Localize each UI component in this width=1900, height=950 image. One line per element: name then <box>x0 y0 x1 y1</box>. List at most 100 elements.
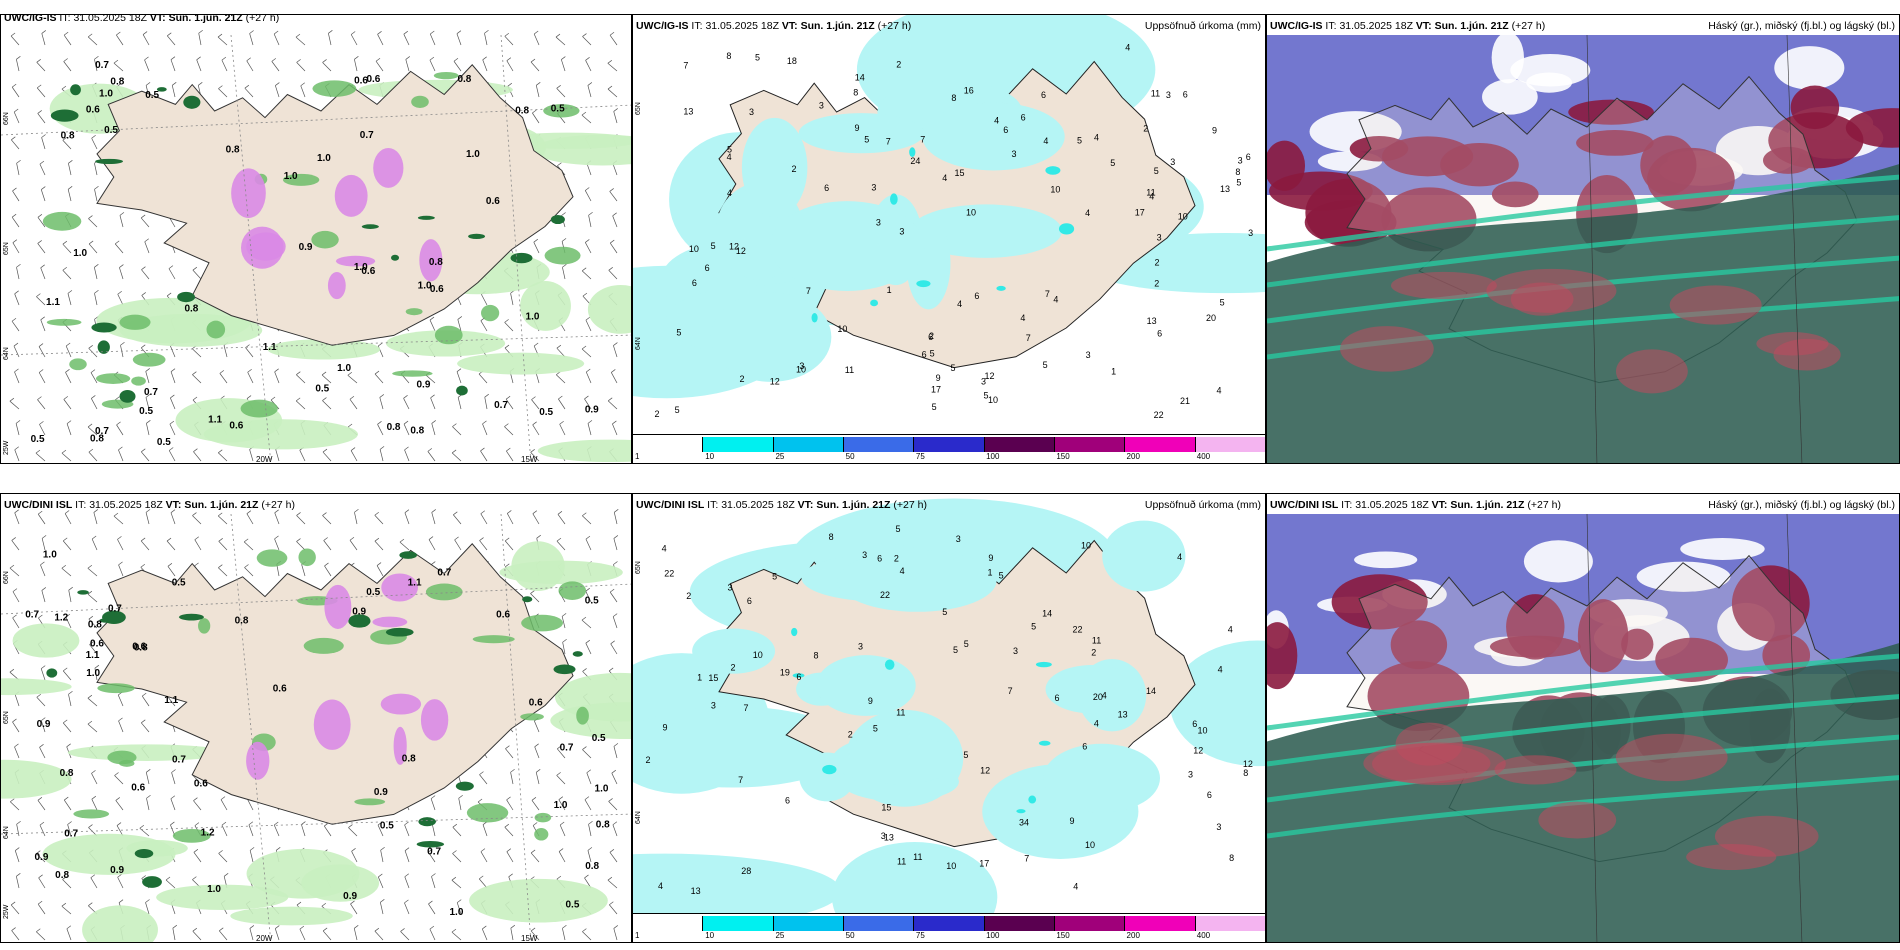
wind-barb <box>374 370 380 375</box>
wind-barb <box>354 512 358 525</box>
wind-barb <box>119 264 124 268</box>
precip-area-mid <box>282 173 320 186</box>
precip-value-label: 1.2 <box>54 612 68 623</box>
precip-area-mid <box>303 637 344 654</box>
wind-barb <box>62 136 68 141</box>
precip-value-label: 0.6 <box>131 783 145 794</box>
wind-barb <box>299 928 306 941</box>
accum-value-label: 5 <box>727 145 732 155</box>
snow-mix-area <box>419 239 443 282</box>
wind-barb <box>611 769 617 774</box>
wind-barb <box>588 824 592 837</box>
wind-barb <box>40 720 46 733</box>
precip-value-label: 1.1 <box>164 695 178 706</box>
mid-cloud-area <box>1538 801 1617 839</box>
lat-label: 65N <box>635 561 642 574</box>
wind-barb <box>456 902 462 915</box>
accum-value-label: 4 <box>1053 294 1058 304</box>
wind-barb <box>378 342 383 347</box>
accum-value-label: 15 <box>955 168 965 178</box>
accum-value-label: 7 <box>886 136 891 146</box>
mid-cloud-area <box>1395 722 1463 766</box>
precip-area-light <box>1 759 72 799</box>
accum-value-label: 9 <box>854 123 859 133</box>
wind-barb <box>612 824 618 837</box>
accum-area-10mm <box>1045 166 1061 175</box>
snow-mix-area <box>420 699 449 741</box>
wind-barb <box>94 289 99 294</box>
wind-barb <box>403 423 410 436</box>
precip-value-label: 0.7 <box>560 743 574 754</box>
wind-barb <box>37 510 43 515</box>
accum-value-label: 3 <box>1157 232 1162 242</box>
wind-barb <box>62 670 72 681</box>
wind-barb <box>451 931 462 941</box>
accum-value-label: 3 <box>981 377 986 387</box>
wind-barb <box>63 34 72 46</box>
wind-barb <box>323 540 332 551</box>
wind-barb <box>429 56 435 61</box>
wind-barb <box>584 796 590 800</box>
wind-barb <box>63 719 68 724</box>
wind-barb <box>613 743 619 747</box>
accum-map: 3232315324564325674538106541210842345671… <box>633 15 1265 435</box>
accum-value-label: 12 <box>1243 759 1253 769</box>
wind-barb <box>141 722 150 733</box>
wind-barb <box>145 397 150 410</box>
wind-barb <box>504 344 510 349</box>
wind-barb <box>198 29 203 34</box>
wind-barb <box>118 720 124 733</box>
wind-barb <box>561 59 566 72</box>
accum-value-label: 5 <box>1110 158 1115 168</box>
wind-barb <box>480 450 488 462</box>
accum-area-10mm <box>811 312 818 323</box>
wind-barb <box>244 567 254 577</box>
wind-barb <box>607 400 618 410</box>
colorbar-swatch <box>633 437 704 452</box>
wind-barb <box>351 848 356 852</box>
wind-barb <box>41 535 47 539</box>
wind-barb <box>349 399 358 410</box>
wind-barb <box>536 534 541 539</box>
wind-barb <box>506 447 511 452</box>
panel-header: UWC/DINI ISL IT: 31.05.2025 18Z VT: Sun.… <box>4 498 627 512</box>
wind-barb <box>453 57 459 62</box>
accum-value-label: 2 <box>730 663 735 673</box>
wind-barb <box>585 535 591 540</box>
wind-barb <box>375 57 381 62</box>
wind-barb <box>170 509 176 513</box>
wind-barb <box>375 61 384 72</box>
accum-value-label: 6 <box>1082 742 1087 752</box>
accum-value-label: 3 <box>1013 646 1018 656</box>
wind-barb <box>218 853 228 863</box>
accum-value-label: 4 <box>1043 136 1048 146</box>
wind-barb <box>39 424 46 436</box>
wind-barb <box>405 59 410 72</box>
wind-barb <box>88 451 98 462</box>
vt-value: Sun. 1.jún. 21Z <box>184 499 259 511</box>
wind-barb <box>36 84 42 89</box>
wind-barb <box>90 369 96 373</box>
wind-barb <box>456 33 462 46</box>
wind-barb <box>457 899 462 903</box>
accum-area <box>837 549 997 612</box>
wind-barb <box>171 85 176 98</box>
wind-barb <box>431 876 436 889</box>
wind-barb <box>62 269 72 280</box>
wind-barb <box>533 238 539 243</box>
wind-barb <box>142 34 150 46</box>
wind-barb <box>451 876 457 881</box>
precip-value-label: 0.5 <box>539 407 553 418</box>
wind-barb <box>118 717 123 722</box>
wind-barb <box>322 62 332 72</box>
it-value: 31.05.2025 18Z <box>89 499 163 511</box>
wind-barb <box>296 901 302 906</box>
wind-barb <box>63 399 72 410</box>
wind-barb <box>193 849 199 853</box>
wind-barb <box>192 266 198 271</box>
wind-barb <box>88 618 98 629</box>
wind-barb <box>14 509 19 514</box>
wind-barb <box>613 746 618 759</box>
wind-barb <box>586 769 591 774</box>
wind-barb <box>141 451 150 462</box>
